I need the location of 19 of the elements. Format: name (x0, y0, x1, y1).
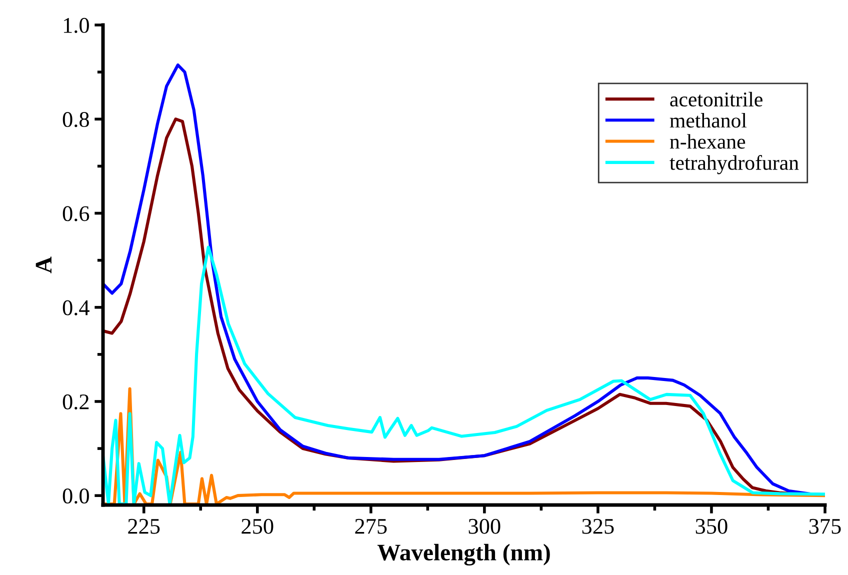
legend-label: methanol (670, 112, 747, 128)
y-axis-title: A (36, 256, 52, 274)
y-tick-label: 0.8 (62, 112, 89, 128)
legend-label: acetonitrile (670, 92, 762, 107)
legend-label: tetrahydrofuran (670, 155, 799, 174)
x-tick-label: 325 (582, 518, 614, 534)
legend-label: n-hexane (670, 134, 746, 149)
x-tick-label: 250 (242, 518, 274, 534)
x-tick-label: 350 (696, 518, 728, 534)
y-tick-label: 0.2 (62, 394, 89, 410)
x-tick-label: 275 (355, 518, 387, 534)
x-tick-label: 225 (128, 518, 160, 534)
y-tick-label: 0.0 (62, 488, 89, 504)
y-tick-label: 0.6 (62, 206, 90, 222)
x-tick-label: 300 (468, 518, 500, 534)
y-tick-label: 1.0 (64, 18, 89, 34)
x-axis-title: Wavelength (nm) (377, 544, 550, 566)
x-tick-label: 375 (809, 518, 841, 534)
y-tick-label: 0.4 (62, 300, 90, 316)
